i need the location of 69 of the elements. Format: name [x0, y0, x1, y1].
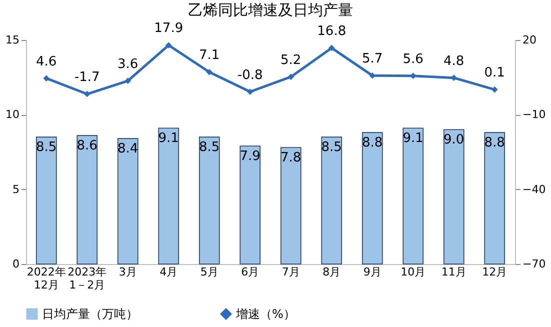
y2-tick-label: −40 [522, 182, 546, 196]
y2-tick-label: −70 [522, 258, 546, 270]
data-label: -0.8 [237, 68, 263, 83]
data-label: 5.6 [402, 52, 424, 67]
data-label: 7.1 [199, 48, 220, 64]
y-tick-label: 10 [6, 108, 20, 122]
bar [362, 132, 383, 264]
bar [76, 135, 98, 264]
bar [36, 136, 57, 264]
data-label: -1.7 [74, 70, 100, 86]
point [165, 42, 172, 48]
point [246, 88, 254, 95]
data-label: 4.8 [444, 54, 464, 69]
y2-tick-label: −10 [522, 108, 546, 122]
x-tick-label: 7月 [282, 266, 300, 278]
y-tick-label: 5 [12, 182, 20, 196]
x-tick-label: 2023年 1－2月 [68, 266, 107, 292]
point [84, 90, 90, 98]
data-label: 8.4 [118, 142, 138, 157]
data-label: 8.8 [362, 136, 383, 151]
bar [158, 128, 180, 264]
point [43, 75, 50, 82]
data-label: 9.1 [158, 131, 179, 146]
bar [280, 147, 302, 264]
y2-tick-label: 20 [522, 34, 536, 46]
bar [198, 136, 220, 264]
x-tick-label: 9月 [363, 266, 382, 278]
data-label: 9.1 [402, 131, 424, 146]
data-label: 8.5 [199, 140, 220, 156]
data-label: 3.6 [118, 56, 138, 72]
point [124, 78, 132, 84]
data-label: 9.0 [444, 132, 464, 148]
bar [321, 136, 342, 264]
point [206, 68, 213, 76]
data-label: 5.7 [362, 52, 383, 67]
chart-title: 乙烯同比增速及日均产量 [188, 1, 353, 20]
data-label: 8.5 [321, 140, 342, 156]
data-label: 7.9 [240, 149, 260, 164]
data-label: 8.6 [76, 138, 98, 154]
y-tick-label: 15 [6, 34, 20, 46]
bar [117, 138, 138, 264]
data-label: 17.9 [154, 21, 184, 36]
bar [240, 146, 261, 264]
point [491, 86, 498, 93]
data-label: 5.2 [280, 52, 302, 68]
data-label: 8.5 [36, 140, 57, 156]
bar [443, 129, 464, 264]
point [450, 74, 458, 81]
x-tick-label: 10月 [400, 266, 426, 278]
bar [484, 132, 506, 264]
point [288, 74, 294, 80]
x-tick-label: 8月 [322, 266, 341, 278]
x-tick-label: 3月 [118, 266, 137, 278]
data-label: 4.6 [36, 54, 57, 70]
y-tick-label: 0 [12, 258, 20, 270]
x-tick-label: 12月 [482, 266, 508, 278]
data-label: 7.8 [280, 150, 302, 166]
x-tick-label: 6月 [241, 266, 260, 278]
legend-label: 日均产量（万吨） [42, 307, 138, 321]
x-tick-label: 2022年 12月 [26, 266, 66, 292]
data-label: 0.1 [484, 66, 505, 81]
x-tick-label: 4月 [160, 266, 178, 278]
x-tick-label: 11月 [441, 266, 466, 278]
data-label: 8.8 [484, 136, 505, 151]
point [328, 44, 335, 52]
legend-label: 增速（%） [235, 307, 296, 321]
x-tick-label: 5月 [200, 266, 218, 278]
data-label: 16.8 [317, 24, 346, 39]
bar [402, 128, 424, 264]
